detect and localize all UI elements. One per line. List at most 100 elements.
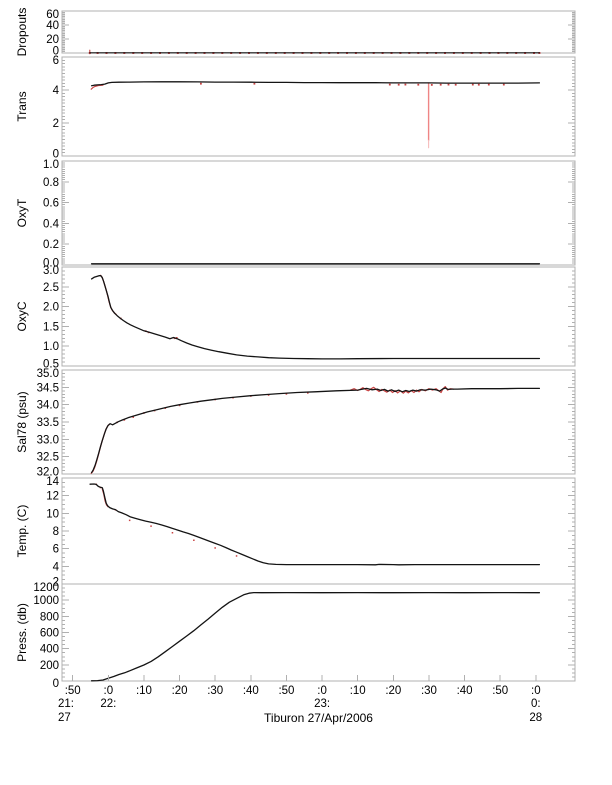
oxyc-frame	[61, 266, 576, 367]
dropouts-ytick-label: 0	[53, 46, 59, 58]
sal78-frame	[61, 369, 576, 475]
x-hour-label: 21:	[58, 698, 74, 710]
trans-ytick-label: 0	[53, 149, 59, 161]
sal78-ytick-label: 32.5	[37, 452, 59, 464]
press-ytick-label: 1200	[33, 582, 59, 594]
trans-raw-dots-marker	[502, 83, 505, 86]
press-axis-title: Press. (db)	[15, 603, 29, 662]
trans-raw-dots-marker	[388, 83, 391, 86]
x-tick-label: :50	[278, 685, 294, 697]
oxyt-ytick-label: 0.8	[43, 177, 59, 189]
x-tick-label: :0	[531, 685, 541, 697]
sal78-raw-dots-marker	[285, 393, 288, 395]
sal78-ytick-label: 34.0	[37, 400, 59, 412]
trans-raw-dots-marker	[253, 82, 256, 85]
oxyt-ytick-label: 1.0	[43, 159, 59, 171]
x-day-label: 28	[529, 712, 542, 724]
oxyc-axis-title: OxyC	[15, 301, 29, 331]
x-tick-label: :50	[65, 685, 81, 697]
press-pressure-series	[90, 591, 541, 682]
trans-raw-dots-marker	[447, 83, 450, 86]
trans-raw-dots-marker	[487, 83, 490, 86]
temp-frame	[61, 477, 576, 585]
oxyt-ytick-label: 0.2	[43, 239, 59, 251]
x-tick-label: :10	[136, 685, 152, 697]
temp-temperature-series	[89, 483, 541, 566]
x-axis: :50:0:10:20:30:40:50:0:10:20:30:40:50:02…	[58, 675, 542, 724]
temp-ytick-label: 2	[53, 577, 59, 589]
dropouts-ytick-label: 20	[46, 34, 59, 46]
oxyt-axis-title: OxyT	[15, 198, 29, 227]
trans-frame	[61, 56, 576, 157]
oxyt-ytick-label: 0.4	[43, 218, 60, 230]
trans-raw-dots-marker	[404, 83, 407, 86]
oxyc-raw-dots-marker	[175, 337, 178, 339]
sal78-axis-title: Sal78 (psu)	[15, 391, 29, 452]
temp-ytick-label: 14	[46, 476, 59, 488]
temp-axis-title: Temp. (C)	[15, 505, 29, 558]
trans-ytick-label: 6	[53, 55, 59, 67]
x-hour-label: 22:	[100, 698, 116, 710]
temp-raw-dots-marker	[150, 525, 152, 527]
temp-ytick-label: 10	[46, 508, 59, 520]
x-tick-label: :40	[457, 685, 473, 697]
temp-raw-dots-marker	[171, 532, 174, 534]
chart-title: Tiburon 27/Apr/2006	[264, 711, 373, 725]
temp-raw-dots-marker	[193, 539, 195, 541]
dropouts-axis-title: Dropouts	[15, 8, 29, 57]
oxyc-ytick-label: 2.5	[43, 282, 59, 294]
x-tick-label: :20	[172, 685, 188, 697]
panel-trans: 0 2 4 6 Trans	[15, 55, 576, 161]
x-day-label: 27	[58, 712, 71, 724]
press-ytick-label: 400	[40, 644, 59, 656]
x-tick-label: :0	[104, 685, 114, 697]
oxyc-ytick-label: 3.0	[43, 265, 59, 277]
oxyc-ytick-label: 0.5	[43, 359, 59, 371]
x-tick-label: :10	[350, 685, 366, 697]
panel-temp: 2 4 6 8 10 12 14 Temp. (C)	[15, 476, 576, 589]
x-tick-label: :40	[243, 685, 259, 697]
oxyt-frame	[61, 160, 576, 266]
press-ytick-label: 1000	[33, 595, 59, 607]
trans-raw-dots-marker	[200, 82, 202, 85]
sal78-ytick-label: 32.0	[37, 467, 59, 479]
temp-ytick-label: 6	[53, 544, 59, 556]
oxyt-ytick-label: 0.6	[43, 198, 59, 210]
panel-sal78: 32.0 32.5 33.0 33.5 34.0 34.5 35.0 Sal78 (psu)	[15, 368, 576, 479]
x-tick-label: :50	[492, 685, 508, 697]
trans-transmissometer-series	[90, 81, 541, 87]
press-ytick-label: 600	[40, 628, 59, 640]
dropouts-ytick-label: 40	[46, 20, 59, 32]
temp-ytick-label: 8	[53, 526, 59, 538]
trans-raw-dots-marker	[477, 83, 480, 86]
trans-raw-start-series	[90, 84, 104, 90]
trans-raw-dots-marker	[397, 83, 400, 86]
trans-raw-dots-marker	[430, 84, 433, 86]
oxyc-ytick-label: 2.0	[43, 302, 59, 314]
press-ytick-label: 800	[40, 611, 59, 623]
trans-ytick-label: 2	[53, 118, 59, 130]
x-tick-label: :0	[317, 685, 327, 697]
oxyc-ytick-label: 1.5	[43, 321, 59, 333]
sal78-ytick-label: 34.5	[37, 382, 59, 394]
x-hour-label: 23:	[314, 698, 330, 710]
x-hour-label: 0:	[531, 698, 541, 710]
x-tick-label: :30	[421, 685, 437, 697]
panel-oxyt: 0.0 0.2 0.4 0.6 0.8 1.0 OxyT	[15, 159, 576, 270]
sal78-ytick-label: 35.0	[37, 368, 59, 380]
dropouts-frame	[61, 10, 576, 54]
temp-ytick-label: 12	[46, 491, 59, 503]
trans-ytick-label: 4	[53, 85, 60, 97]
trans-raw-dots-marker	[471, 83, 474, 86]
x-tick-label: :20	[385, 685, 401, 697]
panel-oxyc: 0.5 1.0 1.5 2.0 2.5 3.0 OxyC	[15, 265, 576, 371]
sal78-raw-dots-marker	[178, 404, 181, 407]
oxyc-ytick-label: 1.0	[43, 341, 59, 353]
sal78-raw-dots-marker	[307, 392, 309, 394]
press-ytick-label: 200	[40, 660, 59, 672]
sal78-ytick-label: 33.5	[37, 417, 59, 429]
trans-raw-dots-marker	[439, 83, 442, 86]
